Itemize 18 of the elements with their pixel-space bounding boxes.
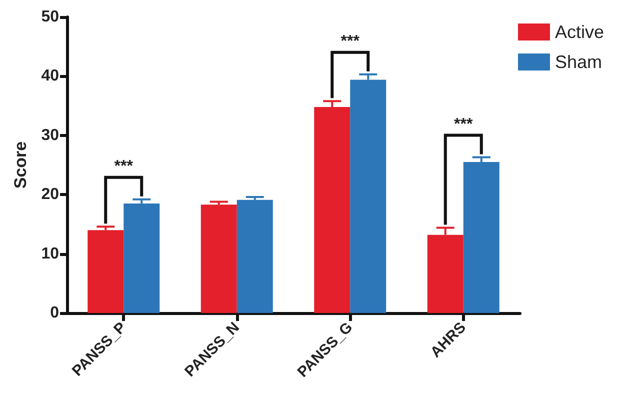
y-tick-label: 30 xyxy=(41,126,60,144)
annotation: *** xyxy=(340,32,360,50)
bar xyxy=(124,203,160,313)
y-tick-label: 10 xyxy=(41,245,60,262)
annotation: *** xyxy=(114,158,134,175)
bar xyxy=(236,200,273,313)
bar xyxy=(350,80,386,313)
y-axis-title: Score xyxy=(11,141,30,189)
bar xyxy=(88,230,124,313)
y-tick-label: 20 xyxy=(41,186,60,204)
y-tick-label: 0 xyxy=(50,304,60,322)
bar xyxy=(200,204,237,313)
legend-label: Active xyxy=(554,22,604,42)
y-tick-label: 50 xyxy=(41,8,60,26)
bar xyxy=(463,162,500,313)
y-tick-label: 40 xyxy=(41,68,60,85)
legend-label: Sham xyxy=(554,52,602,72)
annotation: *** xyxy=(454,116,474,133)
